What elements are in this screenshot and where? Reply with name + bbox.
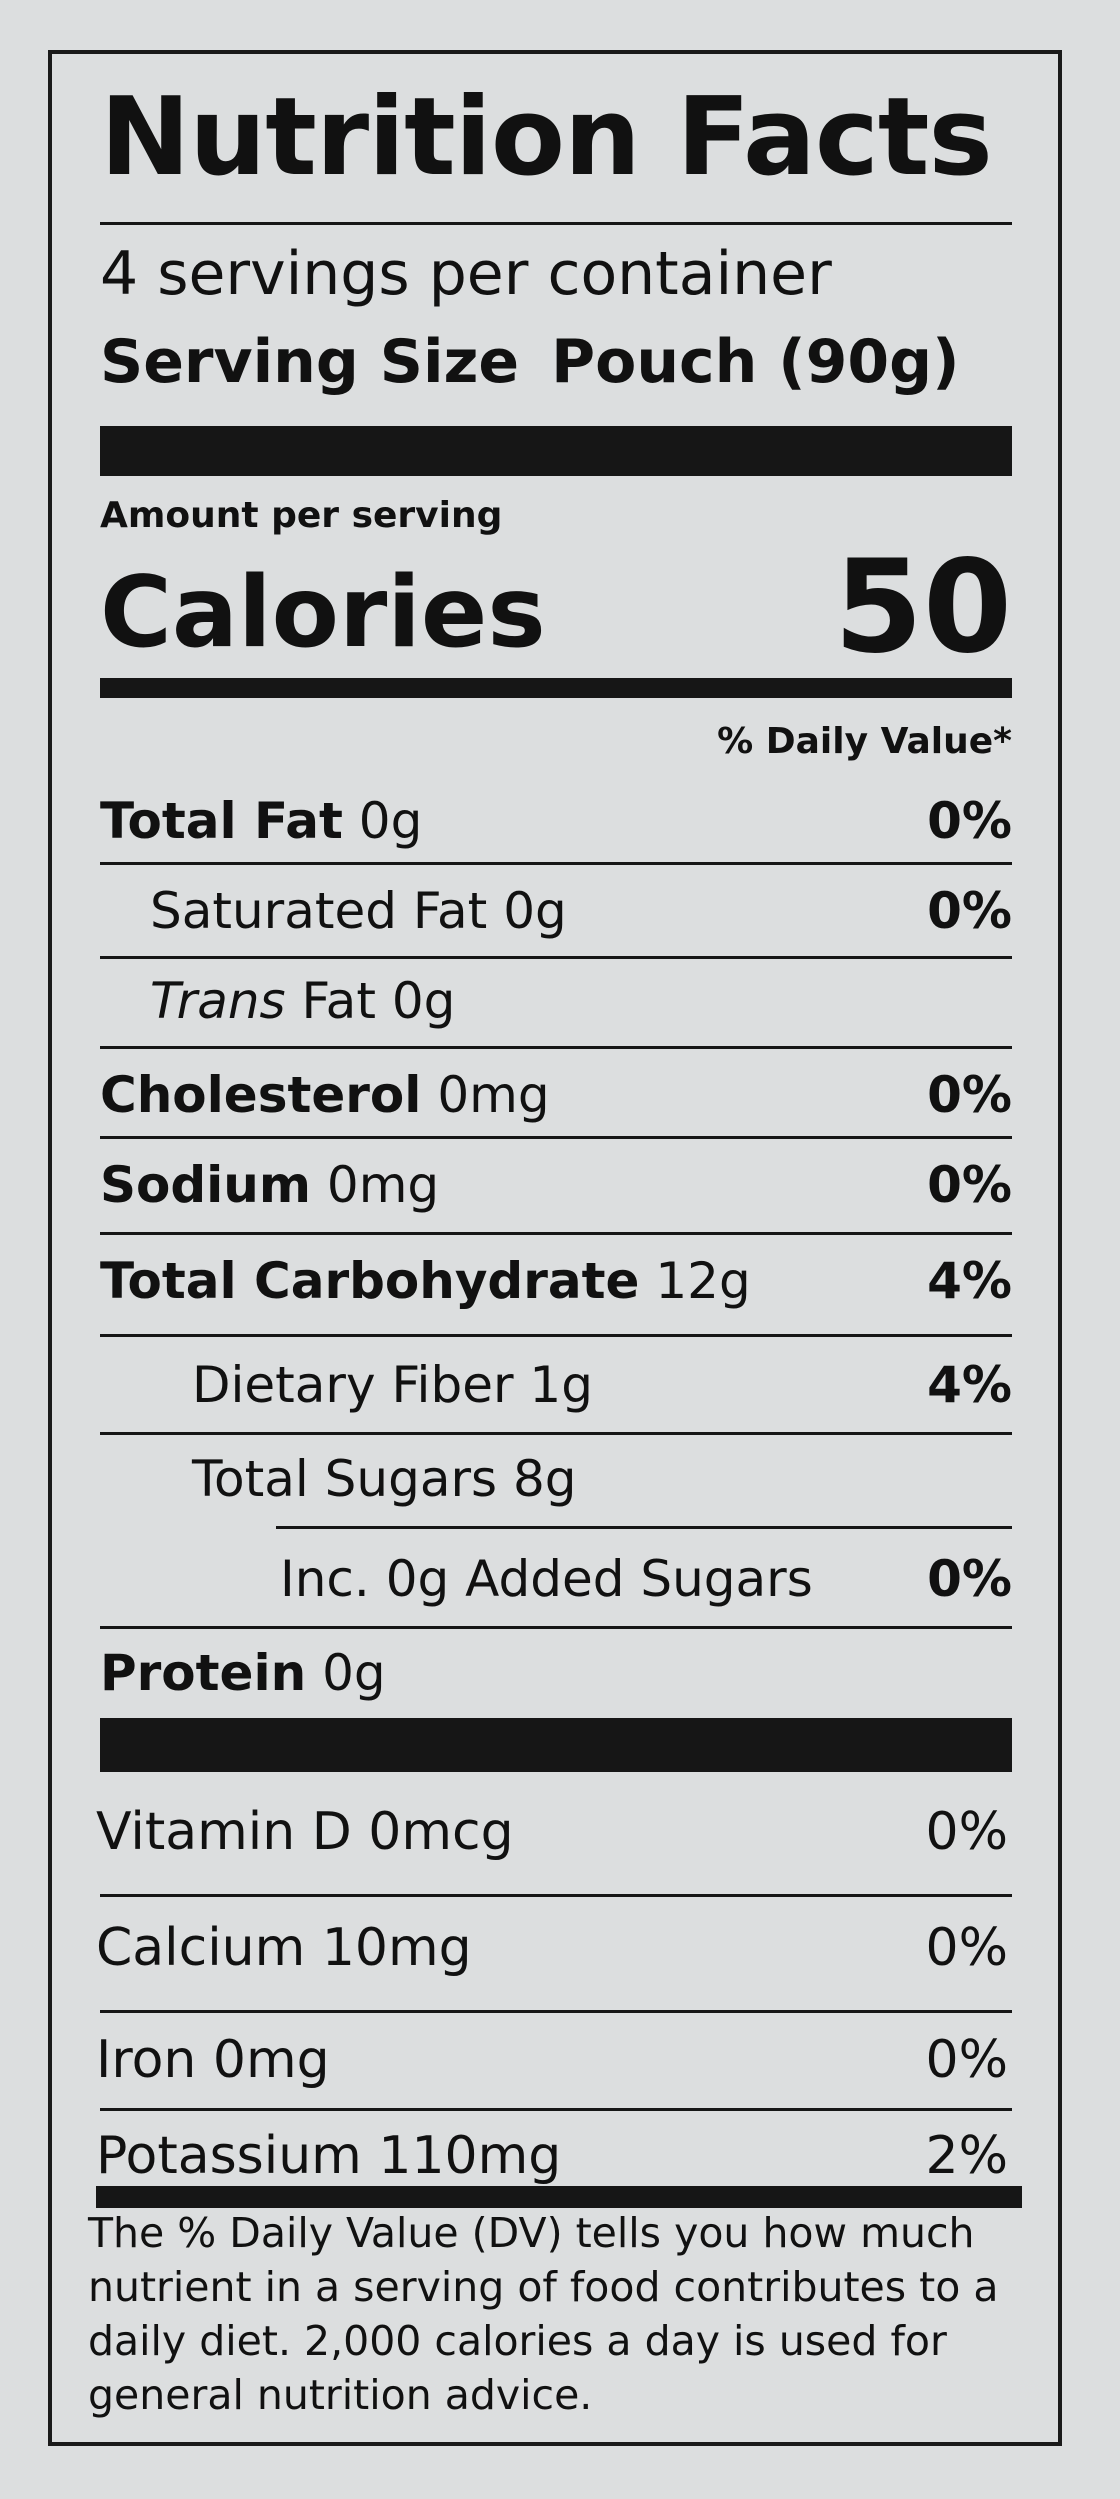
vitamin-row-potassium: Potassium 110mg 2% — [96, 2130, 1008, 2182]
vitamin-dv: 2% — [925, 2126, 1009, 2186]
nutrient-amount: 8g — [512, 1450, 577, 1508]
nutrient-dv: 4% — [927, 1356, 1012, 1414]
calories-label: Calories — [100, 556, 546, 670]
amount-per-serving: Amount per serving — [100, 495, 503, 536]
serving-size: Serving Size Pouch (90g) — [100, 332, 960, 392]
label-title: Nutrition Facts — [100, 75, 993, 200]
nutrient-dv: 0% — [927, 882, 1012, 940]
nutrient-row-trans-fat: Trans Fat 0g — [150, 976, 1012, 1026]
nutrient-name: Total Sugars — [192, 1450, 498, 1508]
nutrient-amount: 1g — [529, 1356, 593, 1414]
nutrient-dv: 0% — [927, 1550, 1012, 1608]
vitamin-dv: 0% — [925, 2030, 1009, 2090]
divider — [276, 1526, 1012, 1529]
divider — [100, 2010, 1012, 2013]
nutrient-amount: 0g — [391, 972, 456, 1030]
nutrient-row-cholesterol: Cholesterol 0mg 0% — [100, 1070, 1012, 1120]
divider — [100, 1046, 1012, 1049]
nutrient-row-protein: Protein 0g — [100, 1648, 1012, 1698]
nutrient-amount: 0mg — [437, 1066, 550, 1124]
vitamin-name: Potassium — [96, 2126, 362, 2186]
nutrient-amount: 0g — [322, 1644, 386, 1702]
nutrient-dv: 4% — [927, 1252, 1012, 1310]
serving-size-value: Pouch (90g) — [551, 327, 960, 397]
nutrient-row-total-fat: Total Fat 0g 0% — [100, 796, 1012, 846]
divider — [100, 1136, 1012, 1139]
vitamin-amount: 110mg — [378, 2126, 562, 2186]
nutrient-row-sodium: Sodium 0mg 0% — [100, 1160, 1012, 1210]
nutrient-dv: 0% — [927, 1066, 1012, 1124]
nutrient-name: Saturated Fat — [150, 882, 488, 940]
trans-italic-label: Trans — [150, 972, 286, 1030]
vitamin-dv: 0% — [925, 1802, 1009, 1862]
nutrient-row-total-sugars: Total Sugars 8g — [192, 1454, 1012, 1504]
divider — [100, 222, 1012, 225]
nutrient-name: Fat — [301, 972, 376, 1030]
nutrient-row-added-sugars: Inc. 0g Added Sugars 0% — [280, 1554, 1012, 1604]
daily-value-header: % Daily Value* — [717, 721, 1012, 762]
vitamin-row-iron: Iron 0mg 0% — [96, 2034, 1008, 2086]
divider — [100, 2108, 1012, 2111]
divider — [100, 862, 1012, 865]
nutrient-name: Dietary Fiber — [192, 1356, 514, 1414]
nutrient-name: Inc. 0g Added Sugars — [280, 1550, 813, 1608]
nutrient-dv: 0% — [927, 792, 1012, 850]
servings-per-container: 4 servings per container — [100, 239, 832, 309]
serving-size-label: Serving Size — [100, 327, 520, 397]
vitamin-name: Vitamin D — [96, 1802, 352, 1862]
vitamin-amount: 0mg — [212, 2030, 330, 2090]
medium-divider — [96, 2186, 1022, 2208]
nutrient-row-total-carbohydrate: Total Carbohydrate 12g 4% — [100, 1256, 1012, 1306]
medium-divider — [100, 678, 1012, 698]
nutrient-name: Cholesterol — [100, 1066, 422, 1124]
daily-value-footnote: The % Daily Value (DV) tells you how muc… — [88, 2209, 999, 2419]
thick-divider — [100, 1718, 1012, 1772]
divider — [100, 1334, 1012, 1337]
divider — [100, 1626, 1012, 1629]
nutrient-name: Protein — [100, 1644, 307, 1702]
vitamin-amount: 0mcg — [368, 1802, 514, 1862]
nutrient-amount: 0g — [503, 882, 567, 940]
nutrient-amount: 0g — [358, 792, 423, 850]
vitamin-row-calcium: Calcium 10mg 0% — [96, 1922, 1008, 1974]
nutrient-row-dietary-fiber: Dietary Fiber 1g 4% — [192, 1360, 1012, 1410]
nutrient-row-saturated-fat: Saturated Fat 0g 0% — [150, 886, 1012, 936]
divider — [100, 1232, 1012, 1235]
vitamin-amount: 10mg — [321, 1918, 472, 1978]
nutrition-facts-label: Nutrition Facts 4 servings per container… — [48, 50, 1062, 2446]
divider — [100, 1432, 1012, 1435]
nutrient-dv: 0% — [927, 1156, 1012, 1214]
nutrient-name: Total Fat — [100, 792, 343, 850]
vitamin-name: Iron — [96, 2030, 197, 2090]
vitamin-row-vitamin-d: Vitamin D 0mcg 0% — [96, 1806, 1008, 1858]
divider — [100, 956, 1012, 959]
thick-divider — [100, 426, 1012, 476]
calories-value: 50 — [833, 533, 1012, 682]
divider — [100, 1894, 1012, 1897]
vitamin-name: Calcium — [96, 1918, 306, 1978]
nutrient-amount: 12g — [655, 1252, 751, 1310]
vitamin-dv: 0% — [925, 1918, 1009, 1978]
nutrient-amount: 0mg — [326, 1156, 440, 1214]
nutrient-name: Sodium — [100, 1156, 311, 1214]
nutrient-name: Total Carbohydrate — [100, 1252, 640, 1310]
